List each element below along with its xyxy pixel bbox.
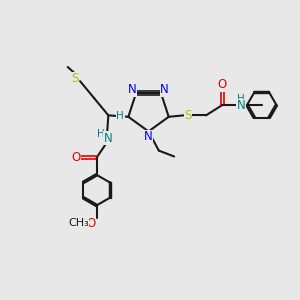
Text: H: H [97, 129, 104, 139]
Text: O: O [218, 78, 227, 91]
Text: N: N [104, 131, 113, 145]
Text: H: H [116, 111, 124, 121]
Text: S: S [71, 72, 79, 85]
Text: N: N [237, 99, 245, 112]
Text: N: N [160, 83, 169, 96]
Text: N: N [128, 83, 137, 96]
Text: H: H [237, 94, 245, 103]
Text: O: O [87, 217, 96, 230]
Text: S: S [184, 109, 191, 122]
Text: N: N [144, 130, 153, 143]
Text: O: O [71, 151, 81, 164]
Text: CH₃: CH₃ [68, 218, 89, 228]
